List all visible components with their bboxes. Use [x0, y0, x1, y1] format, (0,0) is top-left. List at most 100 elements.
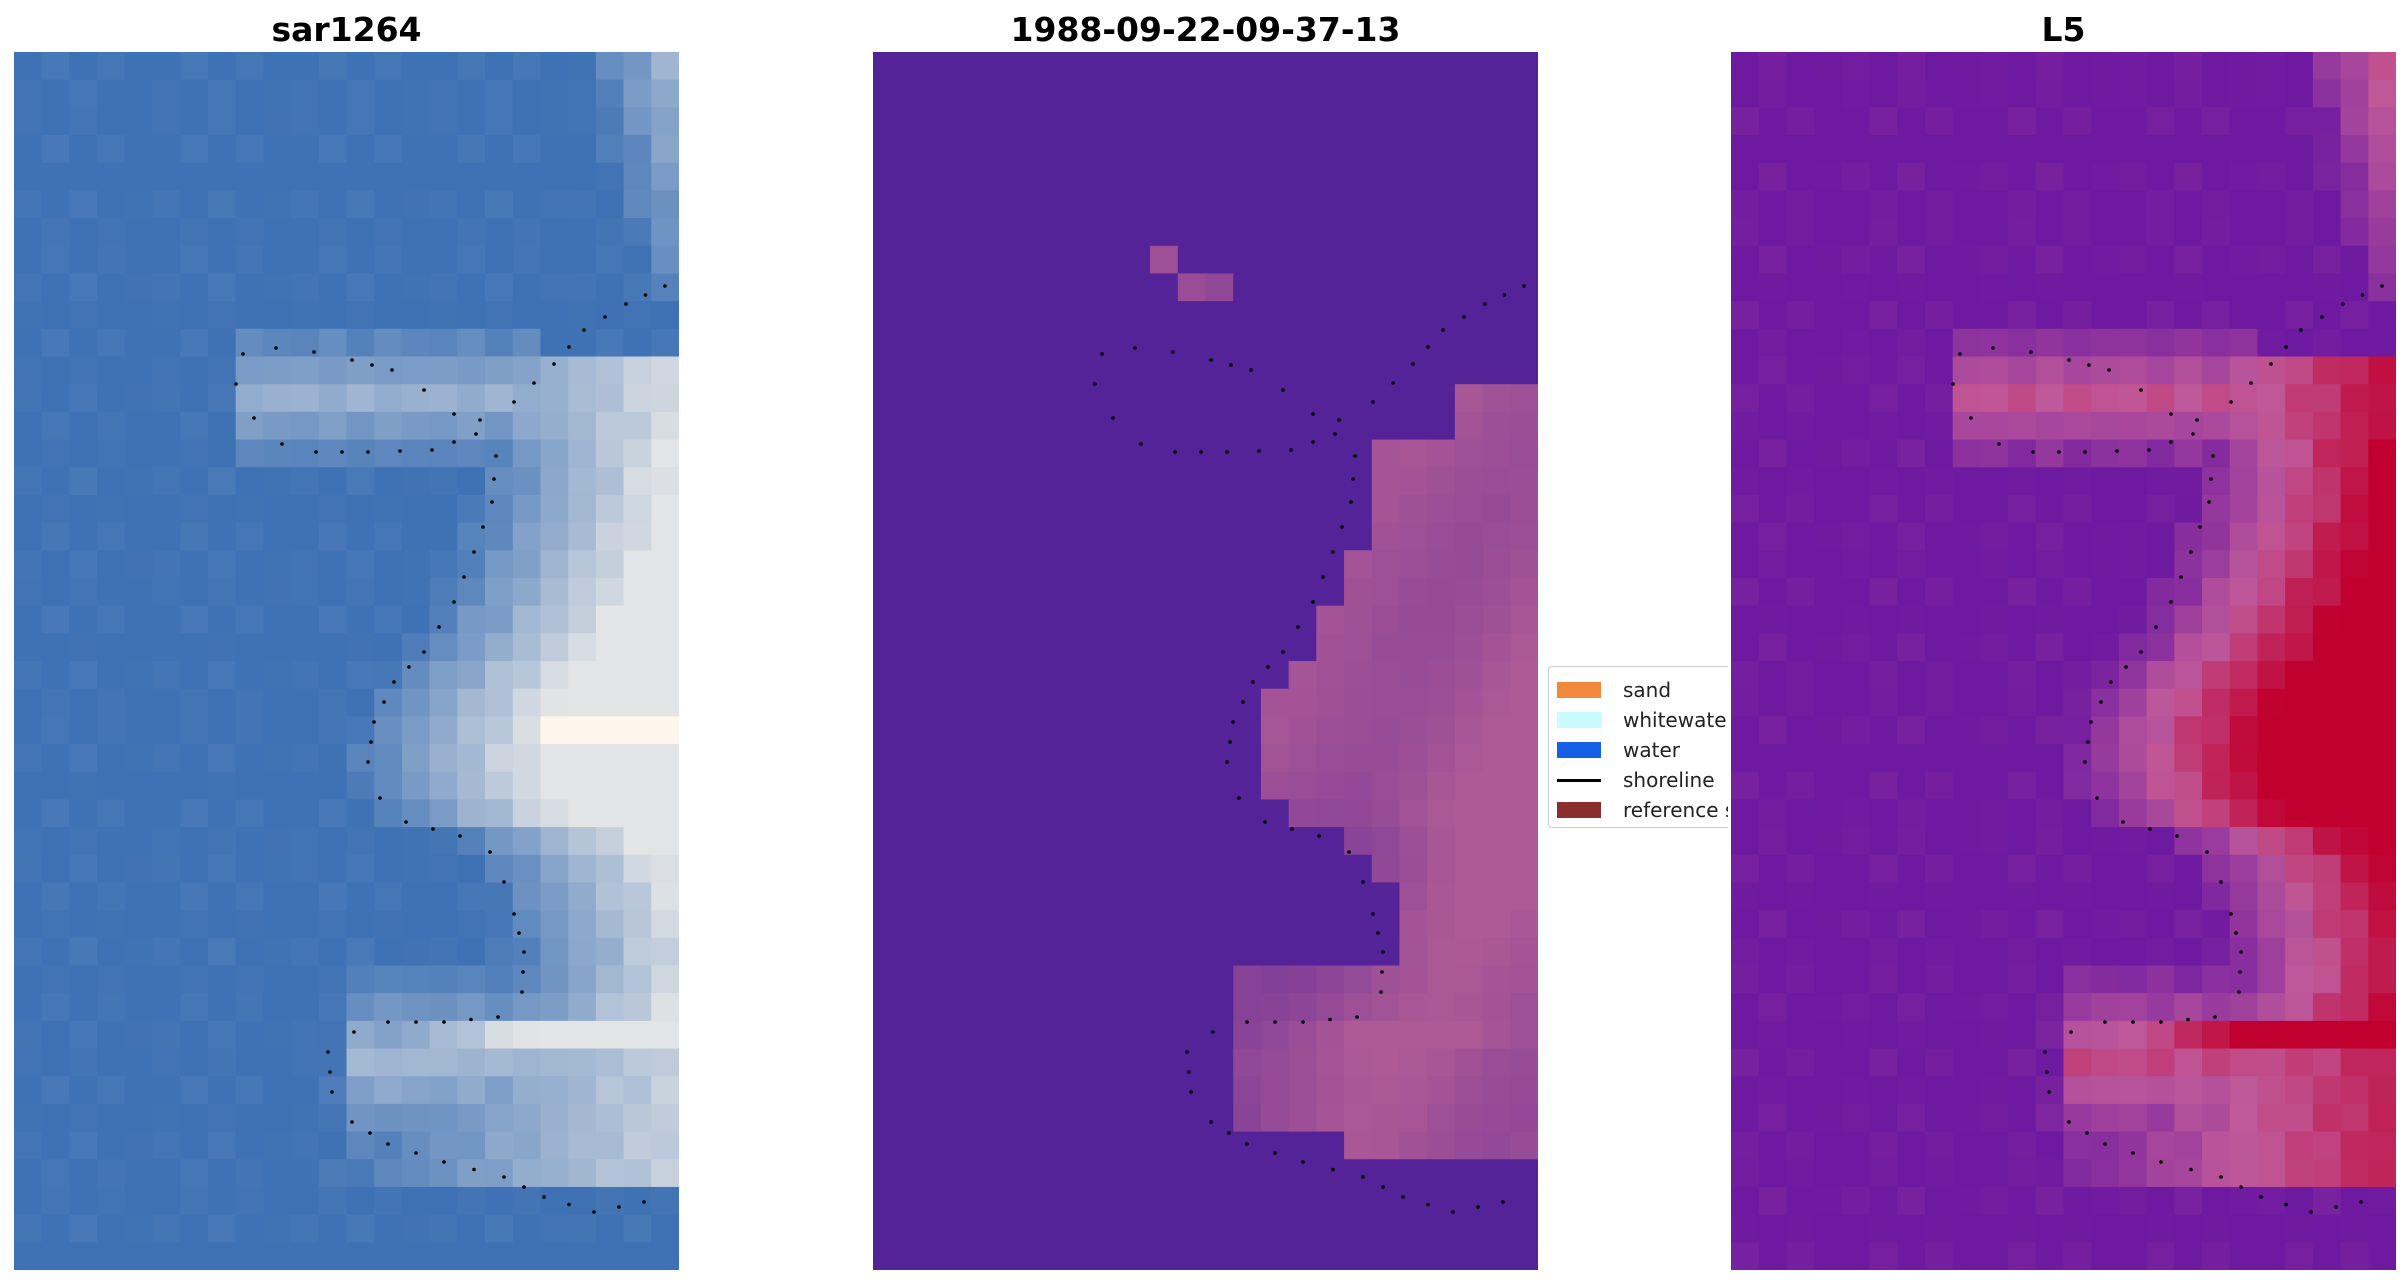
image-pixel: [623, 854, 652, 884]
image-pixel: [595, 190, 625, 219]
image-pixel: [540, 799, 569, 828]
image-pixel: [2174, 993, 2203, 1022]
image-pixel: [1786, 605, 1815, 634]
image-pixel: [2063, 273, 2092, 302]
image-pixel: [1510, 190, 1538, 219]
image-pixel: [291, 882, 320, 911]
image-pixel: [1786, 162, 1815, 192]
image-pixel: [2202, 1020, 2231, 1050]
image-pixel: [1122, 356, 1151, 385]
image-pixel: [595, 107, 625, 136]
image-pixel: [291, 965, 320, 994]
image-pixel: [1233, 1103, 1262, 1133]
image-pixel: [1482, 328, 1511, 358]
image-pixel: [2285, 937, 2314, 967]
image-pixel: [2312, 411, 2342, 441]
image-pixel: [2174, 661, 2203, 690]
image-pixel: [41, 107, 71, 136]
image-pixel: [873, 1186, 902, 1216]
image-pixel: [1758, 1131, 1788, 1160]
image-pixel: [512, 135, 542, 164]
image-pixel: [1066, 190, 1096, 219]
image-pixel: [2091, 522, 2120, 551]
image-pixel: [1177, 135, 1207, 164]
image-pixel: [2229, 1186, 2259, 1216]
image-pixel: [1177, 384, 1207, 413]
image-pixel: [2174, 494, 2203, 524]
image-pixel: [124, 135, 154, 164]
image-pixel: [2340, 218, 2369, 247]
image-pixel: [1094, 245, 1123, 275]
image-pixel: [1066, 1048, 1096, 1077]
image-pixel: [457, 107, 486, 136]
shoreline-point: [494, 454, 498, 458]
image-pixel: [291, 854, 320, 884]
image-pixel: [928, 467, 957, 496]
image-pixel: [568, 162, 597, 192]
image-pixel: [512, 605, 542, 634]
image-pixel: [97, 1076, 126, 1105]
image-pixel: [2312, 633, 2342, 662]
image-pixel: [207, 1076, 237, 1105]
image-pixel: [1427, 965, 1456, 994]
image-pixel: [651, 577, 679, 607]
image-pixel: [1869, 467, 1898, 496]
image-pixel: [457, 522, 486, 551]
shoreline-point: [1391, 381, 1395, 385]
image-pixel: [457, 716, 486, 745]
image-pixel: [1897, 467, 1926, 496]
image-pixel: [900, 577, 930, 607]
shoreline-point: [1381, 950, 1385, 954]
image-pixel: [485, 910, 514, 939]
shoreline-point: [2269, 362, 2273, 366]
image-pixel: [263, 744, 292, 773]
image-pixel: [97, 688, 126, 717]
image-pixel: [2146, 1076, 2175, 1105]
image-pixel: [2035, 1103, 2065, 1133]
image-pixel: [1011, 135, 1040, 164]
shoreline-point: [274, 346, 278, 350]
shoreline-point: [280, 442, 284, 446]
image-pixel: [1924, 1214, 1954, 1243]
legend-item-water: water: [1557, 735, 1680, 765]
image-pixel: [651, 328, 679, 358]
image-pixel: [207, 771, 237, 801]
image-pixel: [1952, 993, 1981, 1022]
image-pixel: [1233, 993, 1262, 1022]
shoreline-point: [1371, 912, 1375, 916]
image-pixel: [623, 245, 652, 275]
image-pixel: [1758, 301, 1788, 330]
image-pixel: [1731, 827, 1760, 856]
shoreline-point: [2057, 450, 2061, 454]
image-pixel: [1260, 52, 1290, 81]
image-pixel: [485, 135, 514, 164]
image-pixel: [873, 162, 902, 192]
image-pixel: [1786, 854, 1815, 884]
image-pixel: [1427, 218, 1456, 247]
image-pixel: [1786, 79, 1815, 108]
image-pixel: [457, 162, 486, 192]
image-pixel: [1122, 1214, 1151, 1243]
image-pixel: [1869, 937, 1898, 967]
image-pixel: [2202, 301, 2231, 330]
image-pixel: [69, 799, 98, 828]
image-pixel: [2202, 356, 2231, 385]
image-pixel: [180, 356, 209, 385]
image-pixel: [2063, 716, 2092, 745]
image-pixel: [1094, 1242, 1123, 1270]
image-pixel: [429, 190, 458, 219]
image-pixel: [1011, 882, 1040, 911]
image-pixel: [2063, 854, 2092, 884]
image-pixel: [2368, 550, 2396, 579]
image-pixel: [1039, 716, 1068, 745]
image-pixel: [1150, 827, 1179, 856]
image-pixel: [568, 661, 597, 690]
image-pixel: [2146, 1159, 2175, 1188]
image-pixel: [568, 993, 597, 1022]
image-pixel: [873, 301, 902, 330]
image-pixel: [1510, 218, 1538, 247]
image-pixel: [152, 771, 181, 801]
image-pixel: [1482, 910, 1511, 939]
image-pixel: [2340, 910, 2369, 939]
image-pixel: [956, 1048, 985, 1077]
